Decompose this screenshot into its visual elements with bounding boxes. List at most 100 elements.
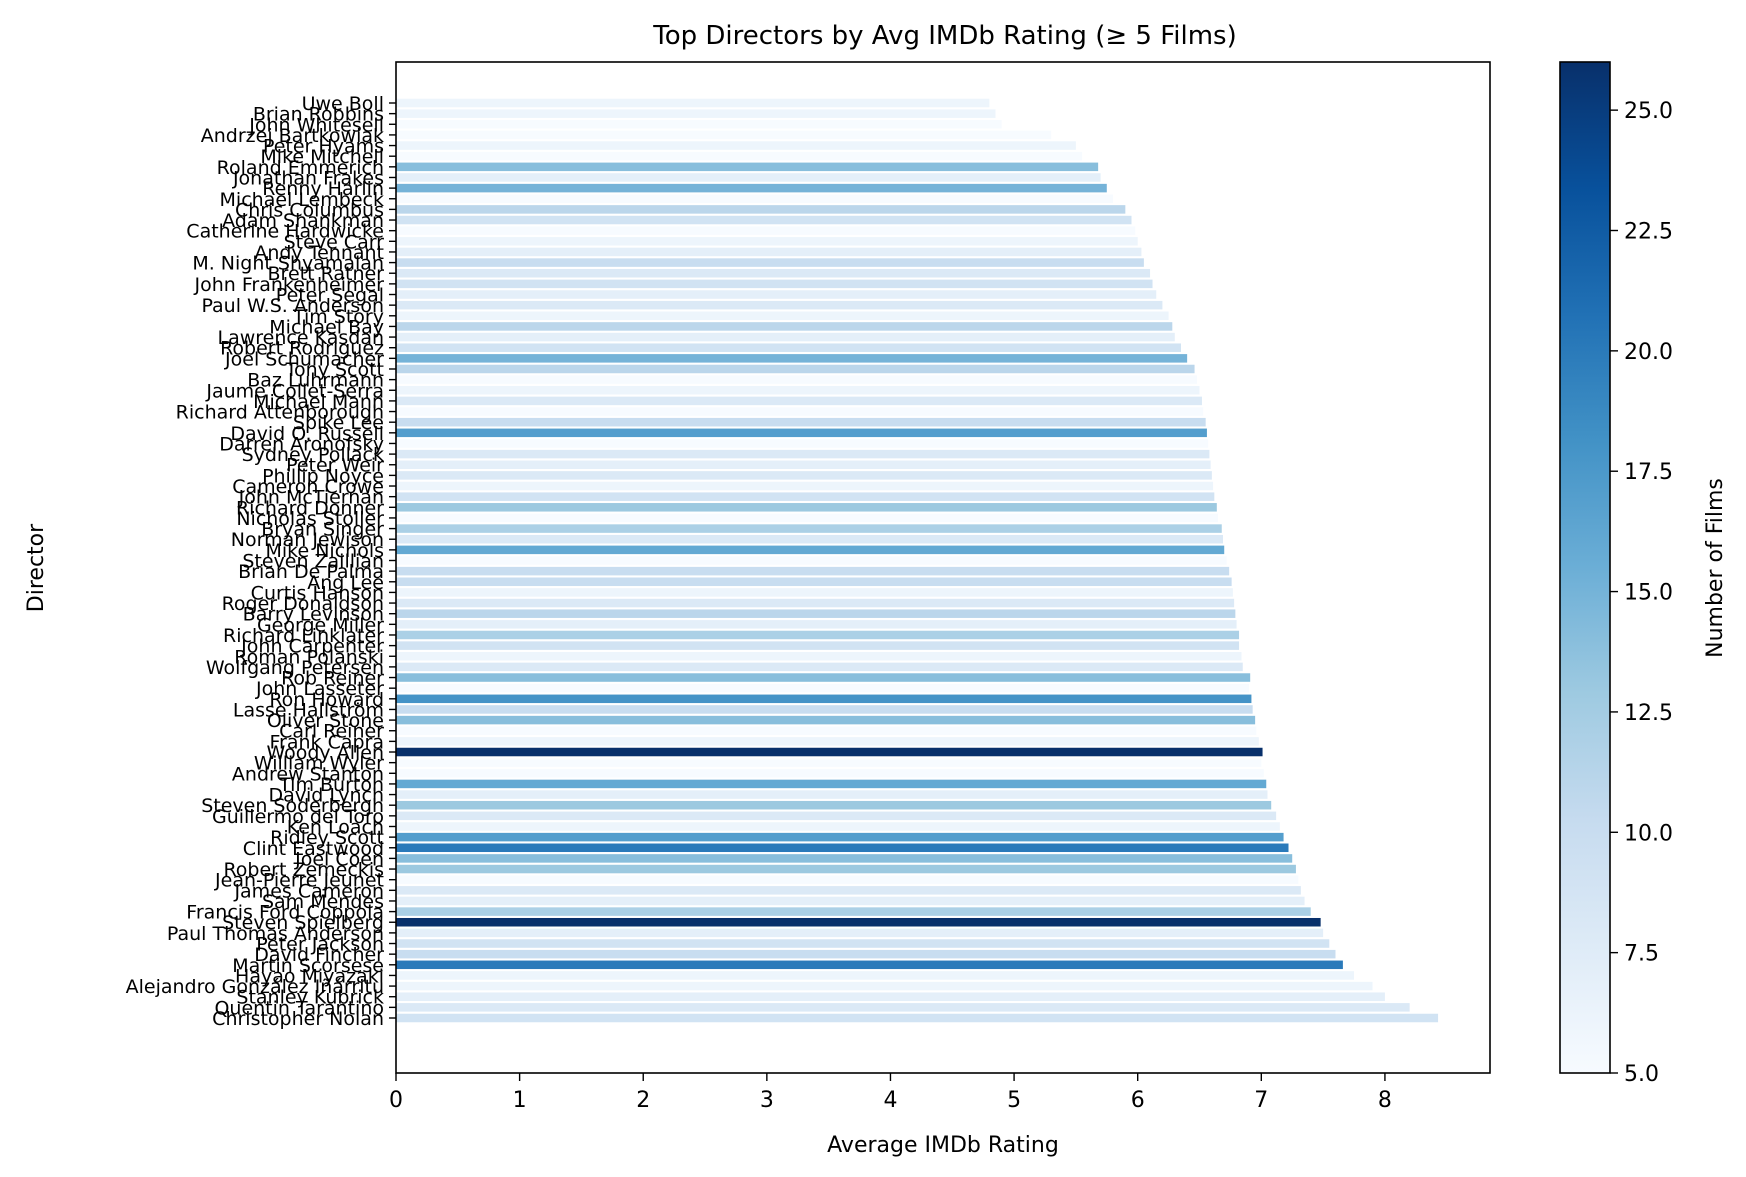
bar — [396, 322, 1173, 331]
colorbar-tick-label: 22.5 — [1624, 220, 1673, 245]
y-tick-label: John Whitesell — [248, 114, 384, 136]
y-tick-label: Martin Scorsese — [232, 955, 384, 977]
y-tick-label: Tony Scott — [285, 359, 384, 381]
x-tick-label: 5 — [1007, 1088, 1021, 1113]
bar — [396, 939, 1330, 948]
bar — [396, 779, 1267, 789]
y-tick-label: Francis Ford Coppola — [186, 902, 384, 924]
colorbar-tick-label: 10.0 — [1624, 821, 1673, 846]
y-tick-label: David O. Russell — [230, 423, 384, 445]
y-tick-label: Robert Rodriguez — [220, 338, 384, 360]
bar — [396, 481, 1214, 491]
bar — [396, 503, 1217, 512]
bar — [396, 641, 1240, 650]
bar — [396, 992, 1385, 1001]
y-tick-label: Ridley Scott — [270, 827, 384, 849]
bar — [396, 534, 1223, 544]
y-tick-label: Bryan Singer — [261, 519, 384, 541]
y-tick-label: Joel Schumacher — [224, 348, 384, 370]
bar — [396, 428, 1207, 438]
bar — [396, 790, 1268, 799]
bar — [396, 407, 1204, 416]
bar — [396, 981, 1373, 991]
y-tick-label: Norman Jewison — [231, 529, 384, 551]
y-tick-label: Hayao Miyazaki — [235, 965, 384, 987]
y-tick-label: Robert Zemeckis — [223, 859, 384, 881]
colorbar — [1559, 61, 1611, 1074]
y-tick-label: Andrzej Bartkowiak — [201, 125, 384, 147]
y-tick-label: David Lynch — [268, 785, 384, 807]
y-tick-label: Chris Columbus — [235, 199, 384, 221]
colorbar-tick-label: 20.0 — [1624, 340, 1673, 365]
y-tick-label: Steve Carr — [284, 231, 385, 253]
y-tick-label: John Lasseter — [255, 678, 384, 700]
y-tick-label: Christopher Nolan — [212, 1008, 384, 1030]
y-tick-label: Roman Polanski — [234, 646, 384, 668]
y-tick-label: Spike Lee — [293, 412, 384, 434]
y-tick-label: Curtis Hanson — [251, 582, 384, 604]
y-tick-label: Steven Spielberg — [222, 912, 384, 934]
y-tick-label: Tim Burton — [278, 774, 384, 796]
bar — [396, 715, 1256, 725]
bar — [396, 556, 1227, 565]
bar — [396, 354, 1188, 363]
y-tick-label: Woody Allen — [266, 742, 384, 764]
bars-layer — [396, 98, 1439, 1023]
y-tick-label: Brian De Palma — [238, 561, 384, 583]
y-tick-label: Richard Attenborough — [176, 402, 384, 424]
y-tick-label: Renny Harlin — [262, 178, 384, 200]
bar — [396, 1003, 1410, 1012]
bar — [396, 620, 1237, 629]
colorbar-tick-label: 12.5 — [1624, 701, 1673, 726]
bar — [396, 1013, 1439, 1023]
chart-title: Top Directors by Avg IMDb Rating (≥ 5 Fi… — [652, 21, 1236, 51]
bar — [396, 662, 1243, 672]
y-tick-label: M. Night Shyamalan — [192, 253, 384, 275]
y-tick-label: Sam Mendes — [262, 891, 384, 913]
y-tick-label: Baz Luhrmann — [247, 370, 384, 392]
bar — [396, 652, 1242, 661]
y-tick-label: Peter Weir — [286, 455, 384, 477]
x-tick-label: 2 — [636, 1088, 650, 1113]
colorbar-tick-layer: 5.0 7.5 10.0 12.5 15.0 17.5 20.0 22.5 25.0 — [1610, 99, 1673, 1087]
bar — [396, 300, 1163, 310]
bar — [396, 737, 1259, 746]
bar — [396, 237, 1138, 246]
bar — [396, 896, 1305, 906]
x-tick-label: 1 — [513, 1088, 527, 1113]
y-tick-label: Peter Segal — [276, 285, 384, 307]
y-tick-label: Adam Shankman — [222, 210, 384, 232]
bar — [396, 364, 1195, 374]
y-tick-label: Paul Thomas Anderson — [167, 923, 384, 945]
bar — [396, 151, 1083, 161]
x-tick-label: 8 — [1378, 1088, 1392, 1113]
x-tick-label: 6 — [1131, 1088, 1145, 1113]
y-tick-label: Richard Donner — [236, 497, 384, 519]
y-tick-label: Michael Lembeck — [220, 189, 384, 211]
bar — [396, 162, 1099, 172]
y-tick-label: Ron Howard — [269, 689, 384, 711]
y-tick-label: Andy Tennant — [254, 242, 384, 264]
y-tick-label: Frank Capra — [269, 731, 384, 753]
y-tick-label: George Miller — [257, 614, 384, 636]
y-tick-label: Jaume Collet-Serra — [205, 380, 384, 402]
bar — [396, 917, 1321, 927]
y-tick-label: Peter Jackson — [256, 934, 384, 956]
y-tick-label: John McTiernan — [238, 487, 384, 509]
y-tick-label: William Wyler — [254, 753, 384, 775]
bar — [396, 258, 1144, 267]
colorbar-label: Number of Films — [1703, 478, 1728, 658]
bar — [396, 886, 1301, 895]
colorbar-tick-label: 17.5 — [1624, 460, 1673, 485]
y-tick-label: Lawrence Kasdan — [218, 327, 384, 349]
x-axis-label: Average IMDb Rating — [827, 1133, 1059, 1158]
colorbar-tick-label: 5.0 — [1624, 1062, 1659, 1087]
bar — [396, 120, 1002, 129]
y-tick-label: Lasse Hallström — [233, 699, 384, 721]
colorbar-tick-label: 15.0 — [1624, 581, 1673, 606]
bar — [396, 98, 990, 108]
y-tick-label: Stanley Kubrick — [236, 987, 384, 1009]
bar — [396, 577, 1232, 587]
bar — [396, 375, 1198, 384]
